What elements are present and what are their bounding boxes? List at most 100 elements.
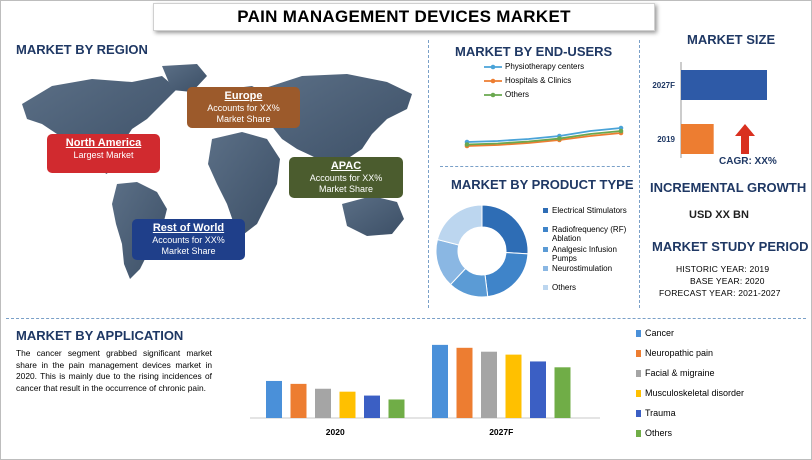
application-legend-swatch xyxy=(636,389,641,397)
application-bar-0-4 xyxy=(364,395,380,418)
application-bar-0-3 xyxy=(339,391,356,418)
application-legend-item: Musculoskeletal disorder xyxy=(636,388,744,398)
region-line2-apac: Market Share xyxy=(318,184,374,194)
end-users-legend-label: Hospitals & Clinics xyxy=(505,76,572,85)
study-period-heading: MARKET STUDY PERIOD xyxy=(652,239,809,254)
application-bar-1-1 xyxy=(456,347,473,418)
application-legend-label: Neuropathic pain xyxy=(645,348,714,358)
divider-horizontal-1 xyxy=(440,166,630,167)
application-bar-0-5 xyxy=(388,399,405,418)
region-name-rest-of-world: Rest of World xyxy=(152,222,225,234)
region-name-europe: Europe xyxy=(224,90,263,102)
historic-year: HISTORIC YEAR: 2019 xyxy=(676,264,770,274)
region-heading: MARKET BY REGION xyxy=(16,42,148,57)
application-legend-item: Cancer xyxy=(636,328,674,338)
end-users-point-2-0 xyxy=(464,142,470,147)
application-bar-1-5 xyxy=(554,367,571,418)
region-box-north-america: North America Largest Market xyxy=(47,134,160,173)
continent-australia xyxy=(342,196,404,236)
continent-africa xyxy=(208,132,280,234)
product-type-legend-item: Analgesic Infusion Pumps xyxy=(543,245,633,263)
application-legend-swatch xyxy=(636,429,641,437)
end-users-legend-marker xyxy=(484,64,502,69)
product-type-legend-swatch xyxy=(543,208,548,213)
region-line2-rest-of-world: Market Share xyxy=(161,246,216,256)
end-users-legend-item: Others xyxy=(484,90,529,99)
product-type-legend-swatch xyxy=(543,247,548,252)
application-description: The cancer segment grabbed significant m… xyxy=(16,348,212,393)
application-bar-chart: 2020 2027F xyxy=(250,344,600,437)
market-size-category-label: 2019 xyxy=(657,135,675,144)
divider-vertical-2 xyxy=(639,40,640,308)
application-legend-swatch xyxy=(636,329,641,337)
market-size-heading: MARKET SIZE xyxy=(687,32,776,47)
application-legend-swatch xyxy=(636,369,641,377)
product-type-slice-0 xyxy=(481,204,529,255)
application-legend-item: Facial & migraine xyxy=(636,368,715,378)
application-legend-label: Cancer xyxy=(645,328,675,338)
application-category-label: 2027F xyxy=(489,427,513,437)
application-legend-label: Others xyxy=(645,428,673,438)
page-title-text: PAIN MANAGEMENT DEVICES MARKET xyxy=(237,7,571,26)
page-title: PAIN MANAGEMENT DEVICES MARKET xyxy=(153,3,655,31)
region-line1-europe: Accounts for XX% xyxy=(207,103,280,113)
product-type-slice-1 xyxy=(484,251,529,298)
application-bar-1-3 xyxy=(505,354,522,418)
end-users-heading: MARKET BY END-USERS xyxy=(455,44,613,59)
cagr-label: CAGR: XX% xyxy=(719,156,777,167)
region-name-north-america: North America xyxy=(65,137,142,149)
growth-arrow-icon xyxy=(735,124,755,154)
end-users-point-2-3 xyxy=(557,136,562,141)
end-users-legend-label: Physiotherapy centers xyxy=(505,62,585,71)
end-users-legend-marker xyxy=(484,92,502,97)
continent-north-america xyxy=(22,76,177,174)
divider-vertical-1 xyxy=(428,40,429,308)
market-size-category-label: 2027F xyxy=(652,81,675,90)
product-type-legend-item: Electrical Stimulators xyxy=(543,206,633,215)
application-bar-1-0 xyxy=(432,344,448,418)
application-heading: MARKET BY APPLICATION xyxy=(16,328,184,343)
product-type-legend-label: Neurostimulation xyxy=(552,264,613,273)
product-type-legend-label: Others xyxy=(552,283,577,292)
region-line1-apac: Accounts for XX% xyxy=(309,173,383,183)
product-type-donut-chart xyxy=(435,204,529,298)
application-legend-item: Neuropathic pain xyxy=(636,348,713,358)
application-bar-0-1 xyxy=(290,383,307,418)
region-box-rest-of-world: Rest of World Accounts for XX% Market Sh… xyxy=(132,219,245,260)
product-type-legend-label: Radiofrequency (RF) Ablation xyxy=(552,225,627,243)
base-year: BASE YEAR: 2020 xyxy=(690,276,765,286)
application-bar-0-0 xyxy=(266,380,282,418)
product-type-slice-4 xyxy=(436,204,483,246)
region-line1-north-america: Largest Market xyxy=(73,150,134,160)
incremental-growth-value: USD XX BN xyxy=(689,209,749,221)
end-users-legend-marker xyxy=(484,78,502,83)
end-users-series-line-2 xyxy=(466,130,622,146)
product-type-legend-swatch xyxy=(543,285,548,290)
region-box-europe: Europe Accounts for XX% Market Share xyxy=(187,87,300,128)
application-bar-1-2 xyxy=(481,351,497,418)
application-legend-label: Facial & migraine xyxy=(645,368,715,378)
application-bar-1-4 xyxy=(530,361,546,418)
application-legend-swatch xyxy=(636,409,641,417)
application-legend-item: Others xyxy=(636,428,672,438)
product-type-legend-item: Others xyxy=(543,283,633,292)
end-users-series-line-0 xyxy=(466,127,622,143)
product-type-legend-swatch xyxy=(543,227,548,232)
market-size-bar-1 xyxy=(681,124,714,154)
application-legend-label: Musculoskeletal disorder xyxy=(645,388,745,398)
end-users-series-line-1 xyxy=(466,132,622,147)
end-users-legend-item: Hospitals & Clinics xyxy=(484,76,571,85)
continent-greenland xyxy=(162,64,207,92)
product-type-legend-swatch xyxy=(543,266,548,271)
application-category-label: 2020 xyxy=(326,427,345,437)
region-line2-europe: Market Share xyxy=(216,114,271,124)
product-type-legend-item: Radiofrequency (RF) Ablation xyxy=(543,225,633,243)
product-type-legend-label: Electrical Stimulators xyxy=(552,206,627,215)
region-line1-rest-of-world: Accounts for XX% xyxy=(152,235,225,245)
divider-horizontal-2 xyxy=(6,318,806,319)
end-users-legend-label: Others xyxy=(505,90,530,99)
product-type-legend-item: Neurostimulation xyxy=(543,264,633,273)
market-size-bar-chart: 2027F 2019 xyxy=(652,62,767,158)
application-legend-item: Trauma xyxy=(636,408,676,418)
forecast-year: FORECAST YEAR: 2021-2027 xyxy=(659,288,781,298)
